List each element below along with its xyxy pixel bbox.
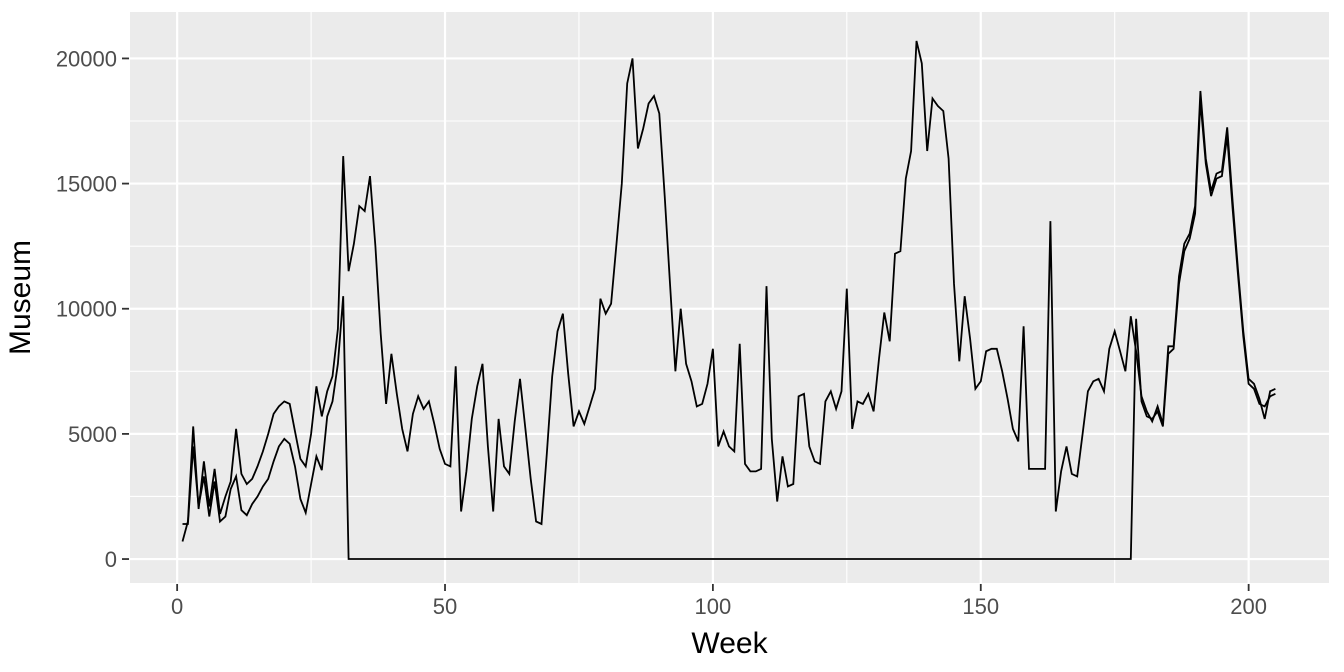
y-tick-label: 20000 — [56, 46, 117, 71]
axis-tick-marks — [122, 57, 1250, 591]
museum-visits-line-1 — [181, 40, 1276, 542]
x-tick-label: 100 — [695, 594, 732, 619]
y-tick-label: 5000 — [68, 422, 117, 447]
major-gridlines — [130, 12, 1329, 583]
minor-gridlines — [130, 12, 1329, 583]
plot-panel-background — [130, 12, 1329, 583]
x-tick-label: 150 — [962, 594, 999, 619]
axis-tick-labels: 0 5000 10000 15000 20000 0 50 100 150 200 — [56, 46, 1267, 619]
x-tick-label: 0 — [171, 594, 183, 619]
x-tick-label: 200 — [1230, 594, 1267, 619]
y-axis-title: Museum — [4, 240, 37, 355]
data-series-lines — [181, 40, 1276, 560]
x-axis-title: Week — [691, 627, 768, 660]
y-tick-label: 15000 — [56, 172, 117, 197]
y-tick-label: 10000 — [56, 297, 117, 322]
y-tick-label: 0 — [105, 547, 117, 572]
museum-visits-line-2 — [182, 100, 1276, 560]
x-tick-label: 50 — [433, 594, 457, 619]
